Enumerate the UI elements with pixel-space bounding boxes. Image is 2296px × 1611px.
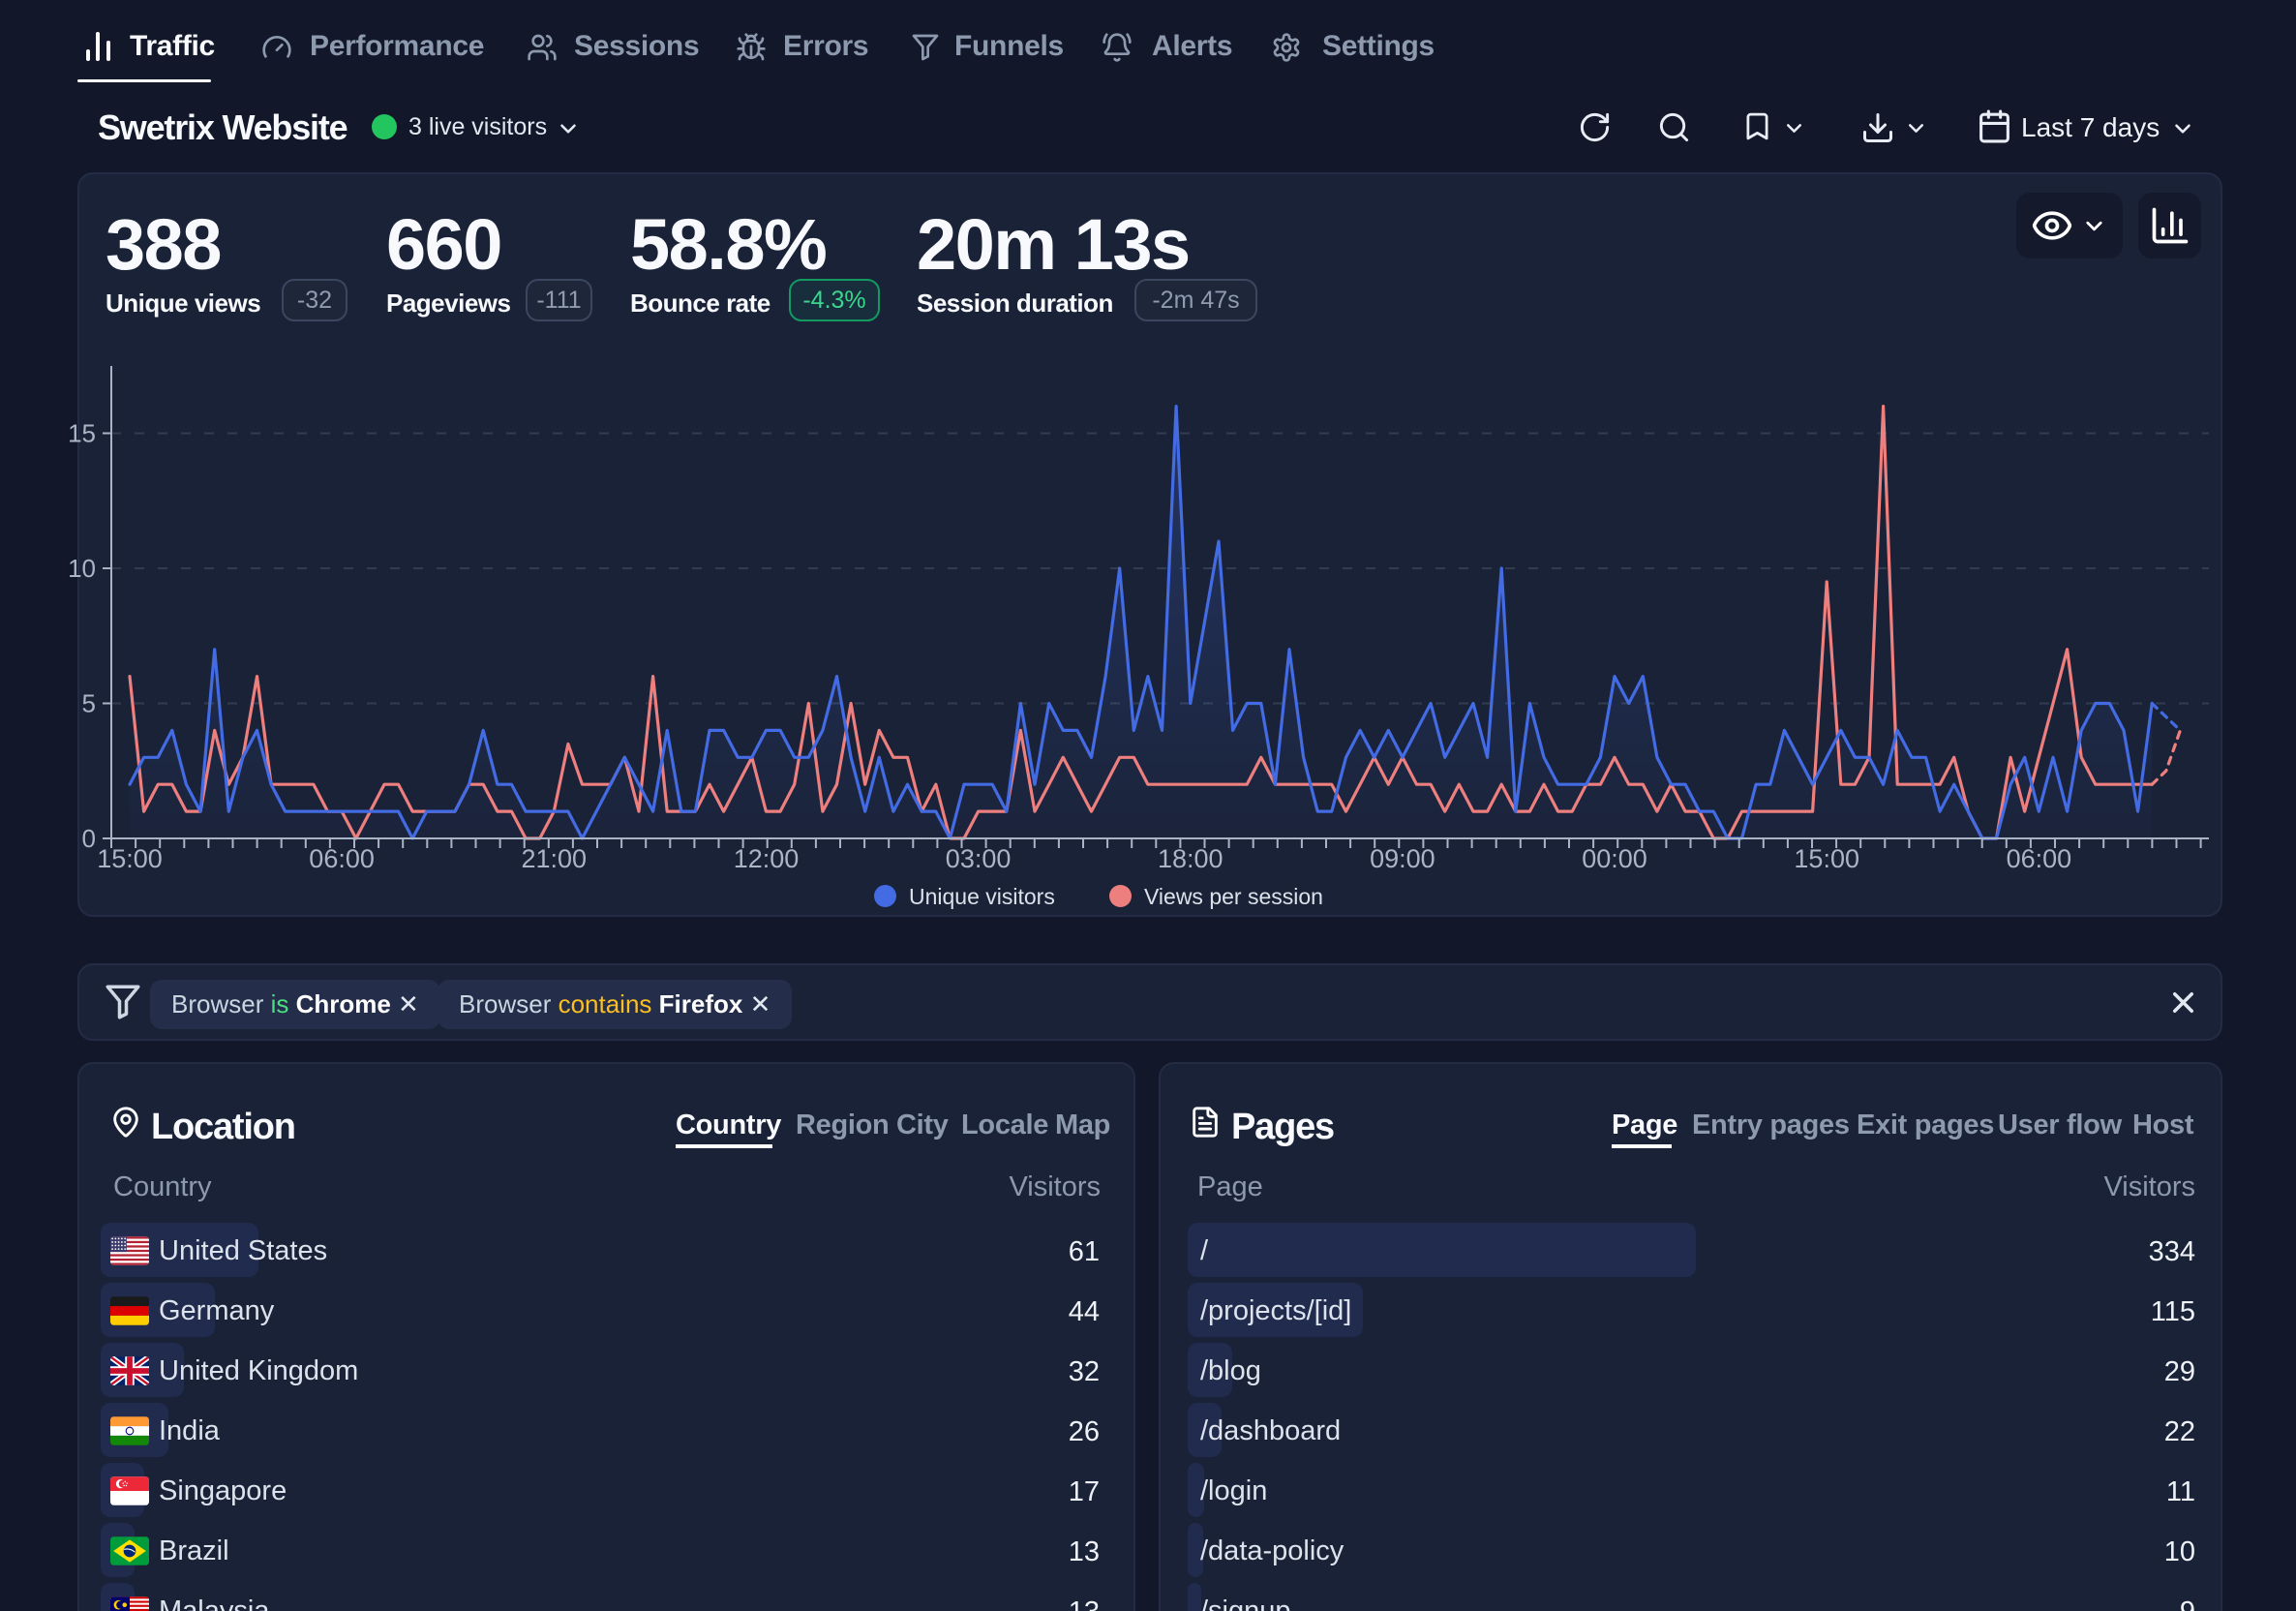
svg-text:06:00: 06:00	[2007, 844, 2072, 873]
svg-text:0: 0	[82, 824, 96, 853]
svg-text:06:00: 06:00	[309, 844, 375, 873]
svg-text:18:00: 18:00	[1158, 844, 1224, 873]
svg-text:12:00: 12:00	[734, 844, 800, 873]
svg-text:15:00: 15:00	[97, 844, 163, 873]
svg-text:09:00: 09:00	[1370, 844, 1435, 873]
svg-text:21:00: 21:00	[522, 844, 588, 873]
svg-text:10: 10	[68, 554, 96, 583]
svg-text:15: 15	[68, 419, 96, 448]
svg-text:00:00: 00:00	[1582, 844, 1647, 873]
svg-text:15:00: 15:00	[1794, 844, 1859, 873]
svg-text:03:00: 03:00	[946, 844, 1012, 873]
svg-text:5: 5	[82, 689, 96, 718]
